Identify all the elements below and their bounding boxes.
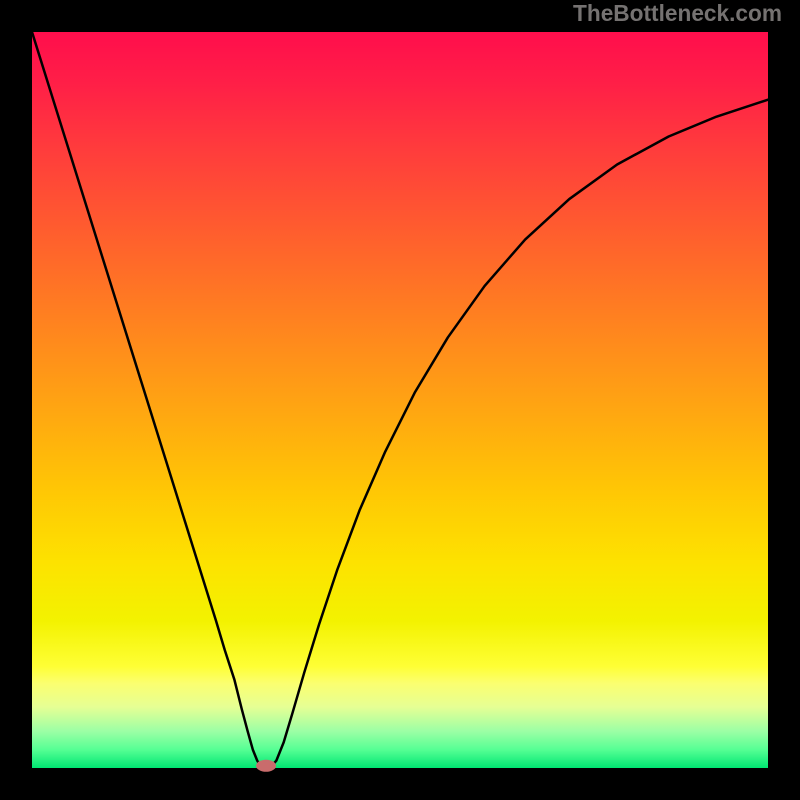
minimum-marker — [256, 760, 276, 772]
chart-svg — [32, 32, 768, 768]
chart-plot-area — [32, 32, 768, 768]
chart-frame: TheBottleneck.com — [0, 0, 800, 800]
bottleneck-curve — [32, 32, 768, 768]
watermark-text: TheBottleneck.com — [573, 0, 782, 27]
